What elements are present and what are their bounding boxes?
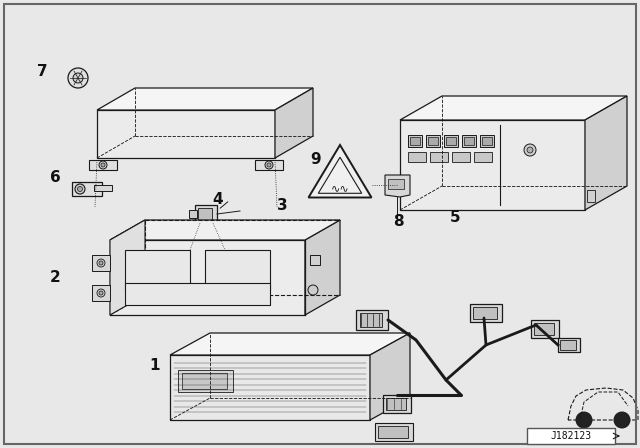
Bar [430, 152, 448, 162]
Bar [72, 182, 102, 196]
Circle shape [97, 289, 105, 297]
Text: ∿∿: ∿∿ [331, 183, 349, 193]
Polygon shape [585, 96, 627, 210]
Text: 3: 3 [276, 198, 287, 212]
Bar [360, 313, 382, 327]
Bar [205, 250, 270, 290]
Bar [534, 323, 554, 335]
Bar [189, 210, 197, 218]
Bar [558, 338, 580, 352]
Text: 2: 2 [50, 271, 60, 285]
Circle shape [99, 161, 107, 169]
Polygon shape [308, 145, 371, 198]
Polygon shape [385, 175, 410, 197]
Bar [198, 208, 212, 220]
Bar [452, 152, 470, 162]
Polygon shape [370, 333, 410, 420]
Circle shape [267, 163, 271, 167]
Bar [482, 137, 492, 145]
Bar [474, 152, 492, 162]
Circle shape [99, 291, 103, 295]
Polygon shape [400, 120, 585, 210]
Polygon shape [170, 333, 410, 355]
Text: J182123: J182123 [550, 431, 591, 441]
Polygon shape [97, 88, 313, 110]
Bar [560, 340, 576, 350]
Circle shape [308, 285, 318, 295]
Text: 7: 7 [36, 65, 47, 79]
Bar [480, 135, 494, 147]
Circle shape [97, 259, 105, 267]
Text: 9: 9 [310, 152, 321, 168]
Polygon shape [400, 96, 627, 120]
Circle shape [576, 412, 592, 428]
Bar [408, 152, 426, 162]
Bar [125, 283, 270, 305]
Polygon shape [110, 220, 340, 240]
Bar [125, 250, 190, 290]
Polygon shape [110, 240, 305, 315]
Bar [464, 137, 474, 145]
Polygon shape [275, 88, 313, 158]
Bar [408, 135, 422, 147]
Bar [356, 310, 388, 330]
Circle shape [75, 184, 85, 194]
Bar [462, 135, 476, 147]
Bar [444, 135, 458, 147]
Circle shape [265, 161, 273, 169]
Circle shape [524, 144, 536, 156]
Text: 6: 6 [50, 171, 60, 185]
Bar [473, 307, 497, 319]
Bar [310, 255, 320, 265]
Bar [388, 179, 404, 189]
Text: 5: 5 [450, 211, 460, 225]
Bar [383, 395, 411, 413]
Text: 4: 4 [212, 193, 223, 207]
Bar [386, 398, 406, 410]
Bar [94, 185, 112, 191]
Polygon shape [170, 355, 370, 420]
Bar [470, 304, 502, 322]
Circle shape [101, 163, 105, 167]
Bar [182, 373, 227, 389]
Bar [531, 320, 559, 338]
Circle shape [73, 73, 83, 83]
Circle shape [527, 147, 533, 153]
Bar [587, 190, 595, 202]
Polygon shape [97, 110, 275, 158]
Circle shape [68, 68, 88, 88]
Text: 8: 8 [393, 215, 403, 229]
Text: 1: 1 [150, 358, 160, 372]
Circle shape [77, 186, 83, 191]
Bar [527, 428, 615, 444]
Circle shape [614, 412, 630, 428]
Bar [426, 135, 440, 147]
Bar [428, 137, 438, 145]
Bar [375, 423, 413, 441]
Circle shape [99, 261, 103, 265]
Polygon shape [255, 160, 283, 170]
Polygon shape [110, 220, 145, 315]
Polygon shape [92, 285, 110, 301]
Bar [195, 205, 217, 223]
Polygon shape [89, 160, 117, 170]
Polygon shape [305, 220, 340, 315]
Bar [378, 426, 408, 438]
Bar [446, 137, 456, 145]
Bar [178, 370, 233, 392]
Bar [410, 137, 420, 145]
Polygon shape [92, 255, 110, 271]
